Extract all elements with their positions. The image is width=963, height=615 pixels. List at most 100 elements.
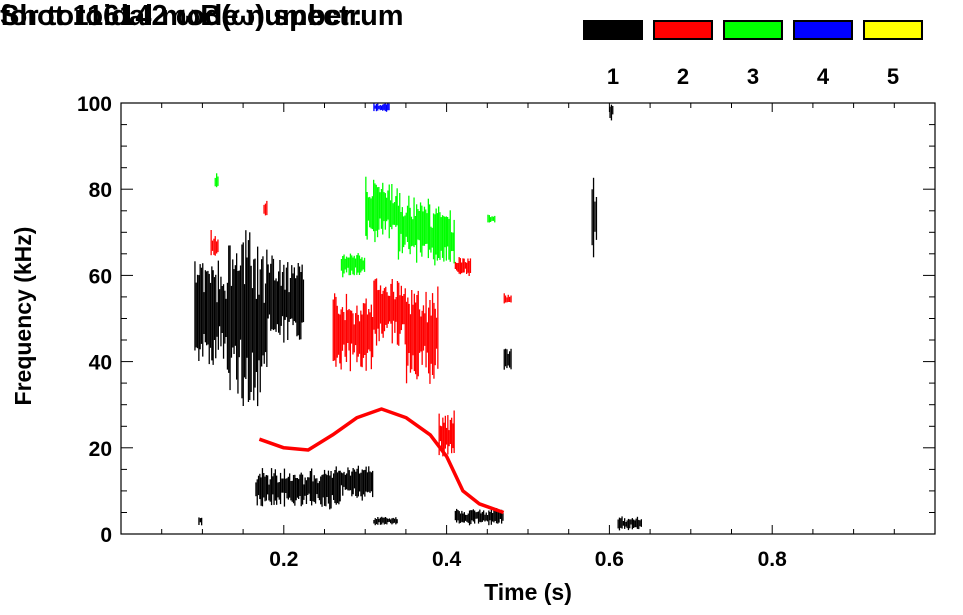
spectrum-speck bbox=[215, 274, 217, 359]
spectrum-speck bbox=[356, 255, 358, 275]
spectrum-speck bbox=[360, 310, 362, 367]
spectrum-speck bbox=[379, 285, 382, 324]
spectrum-speck bbox=[301, 474, 304, 505]
spectrum-speck bbox=[382, 104, 384, 111]
spectrum-speck bbox=[300, 272, 302, 340]
spectrum-speck bbox=[271, 255, 273, 330]
x-tick-label: 0.8 bbox=[758, 548, 788, 571]
spectrum-speck bbox=[358, 321, 361, 354]
spectrum-speck bbox=[333, 473, 335, 500]
spectrum-speck bbox=[427, 198, 429, 259]
spectrum-speck bbox=[365, 176, 367, 236]
spectrum-speck bbox=[224, 290, 226, 344]
spectrum-speck bbox=[343, 312, 345, 345]
spectrum-speck bbox=[409, 314, 412, 373]
spectrum-speck bbox=[322, 474, 324, 498]
spectrum-speck bbox=[417, 290, 419, 377]
spectrum-speck bbox=[263, 302, 265, 364]
spectrum-speck bbox=[334, 470, 336, 504]
spectrum-speck bbox=[198, 517, 200, 525]
series-1-region-11 bbox=[198, 517, 203, 526]
spectrum-speck bbox=[351, 310, 353, 344]
spectrum-speck bbox=[265, 475, 267, 501]
series-1-region-4 bbox=[255, 466, 341, 510]
spectrum-speck bbox=[295, 278, 297, 323]
spectrum-speck bbox=[498, 512, 500, 523]
spectrum-speck bbox=[371, 196, 373, 230]
spectrum-speck bbox=[363, 257, 366, 272]
spectrum-speck bbox=[400, 212, 402, 234]
spectrum-speck bbox=[355, 313, 357, 346]
spectrum-speck bbox=[447, 217, 449, 247]
legend-label-2: 2 bbox=[676, 64, 690, 89]
spectrum-speck bbox=[507, 294, 509, 302]
series-2-region-1 bbox=[332, 293, 374, 372]
spectrum-speck bbox=[349, 253, 352, 276]
spectrum-speck bbox=[293, 267, 295, 322]
spectrum-speck bbox=[207, 270, 209, 345]
spectrum-speck bbox=[198, 275, 200, 361]
spectrum-speck bbox=[479, 509, 481, 522]
spectrum-speck bbox=[297, 263, 299, 336]
spectrum-speck bbox=[269, 479, 271, 502]
series-3-region-1 bbox=[365, 176, 398, 243]
x-tick-label: 0.2 bbox=[269, 548, 298, 571]
spectrum-speck bbox=[232, 259, 234, 348]
spectrum-speck bbox=[627, 518, 630, 531]
spectrum-speck bbox=[419, 202, 422, 253]
spectrum-speck bbox=[367, 197, 370, 221]
spectrum-speck bbox=[439, 425, 441, 442]
spectrum-speck bbox=[285, 267, 288, 318]
spectrum-speck bbox=[212, 270, 214, 365]
spectrum-speck bbox=[199, 518, 201, 523]
spectrum-speck bbox=[428, 307, 430, 374]
spectrum-speck bbox=[375, 278, 378, 346]
spectrum-speck bbox=[493, 509, 495, 523]
spectrum-speck bbox=[296, 275, 298, 337]
spectrum-speck bbox=[492, 216, 494, 221]
spectrum-speck bbox=[386, 197, 388, 222]
y-axis-title: Frequency (kHz) bbox=[10, 227, 36, 406]
spectrum-speck bbox=[266, 200, 268, 216]
data-layer bbox=[194, 102, 642, 531]
spectrum-speck bbox=[485, 512, 487, 521]
spectrum-speck bbox=[229, 245, 231, 391]
spectrum-speck bbox=[444, 216, 446, 248]
spectrum-speck bbox=[352, 468, 354, 495]
spectrum-speck bbox=[201, 517, 203, 526]
spectrum-speck bbox=[373, 520, 375, 524]
spectrum-speck bbox=[399, 193, 401, 252]
spectrum-speck bbox=[468, 510, 471, 526]
spectrum-speck bbox=[407, 297, 409, 366]
spectrum-speck bbox=[438, 206, 440, 258]
spectrum-speck bbox=[387, 190, 389, 220]
spectrum-speck bbox=[336, 305, 338, 358]
spectrum-speck bbox=[501, 509, 503, 524]
spectrum-speck bbox=[451, 417, 453, 454]
spectrum-speck bbox=[422, 211, 424, 246]
spectrum-speck bbox=[396, 188, 398, 226]
spectrum-speck bbox=[486, 515, 489, 522]
spectrum-speck bbox=[416, 204, 418, 263]
spectrum-speck bbox=[327, 470, 330, 504]
spectrum-speck bbox=[432, 213, 435, 260]
spectrum-speck bbox=[461, 510, 463, 522]
spectrum-speck bbox=[453, 410, 455, 453]
spectrum-speck bbox=[268, 484, 270, 501]
spectrum-speck bbox=[391, 518, 393, 525]
spectrum-speck bbox=[292, 475, 295, 504]
spectrum-speck bbox=[488, 510, 490, 526]
spectrum-speck bbox=[424, 313, 426, 346]
spectrum-speck bbox=[422, 305, 425, 351]
spectrum-speck bbox=[357, 465, 359, 497]
spectrum-speck bbox=[195, 282, 197, 348]
spectrum-speck bbox=[458, 511, 460, 524]
spectrum-speck bbox=[445, 216, 447, 261]
spectrum-speck bbox=[640, 519, 642, 527]
spectrum-speck bbox=[430, 315, 432, 364]
series-2-region-2 bbox=[373, 278, 406, 346]
spectrum-speck bbox=[361, 469, 363, 501]
spectrum-speck bbox=[204, 270, 206, 343]
spectrum-speck bbox=[372, 317, 374, 358]
series-2-region-8 bbox=[263, 200, 268, 216]
